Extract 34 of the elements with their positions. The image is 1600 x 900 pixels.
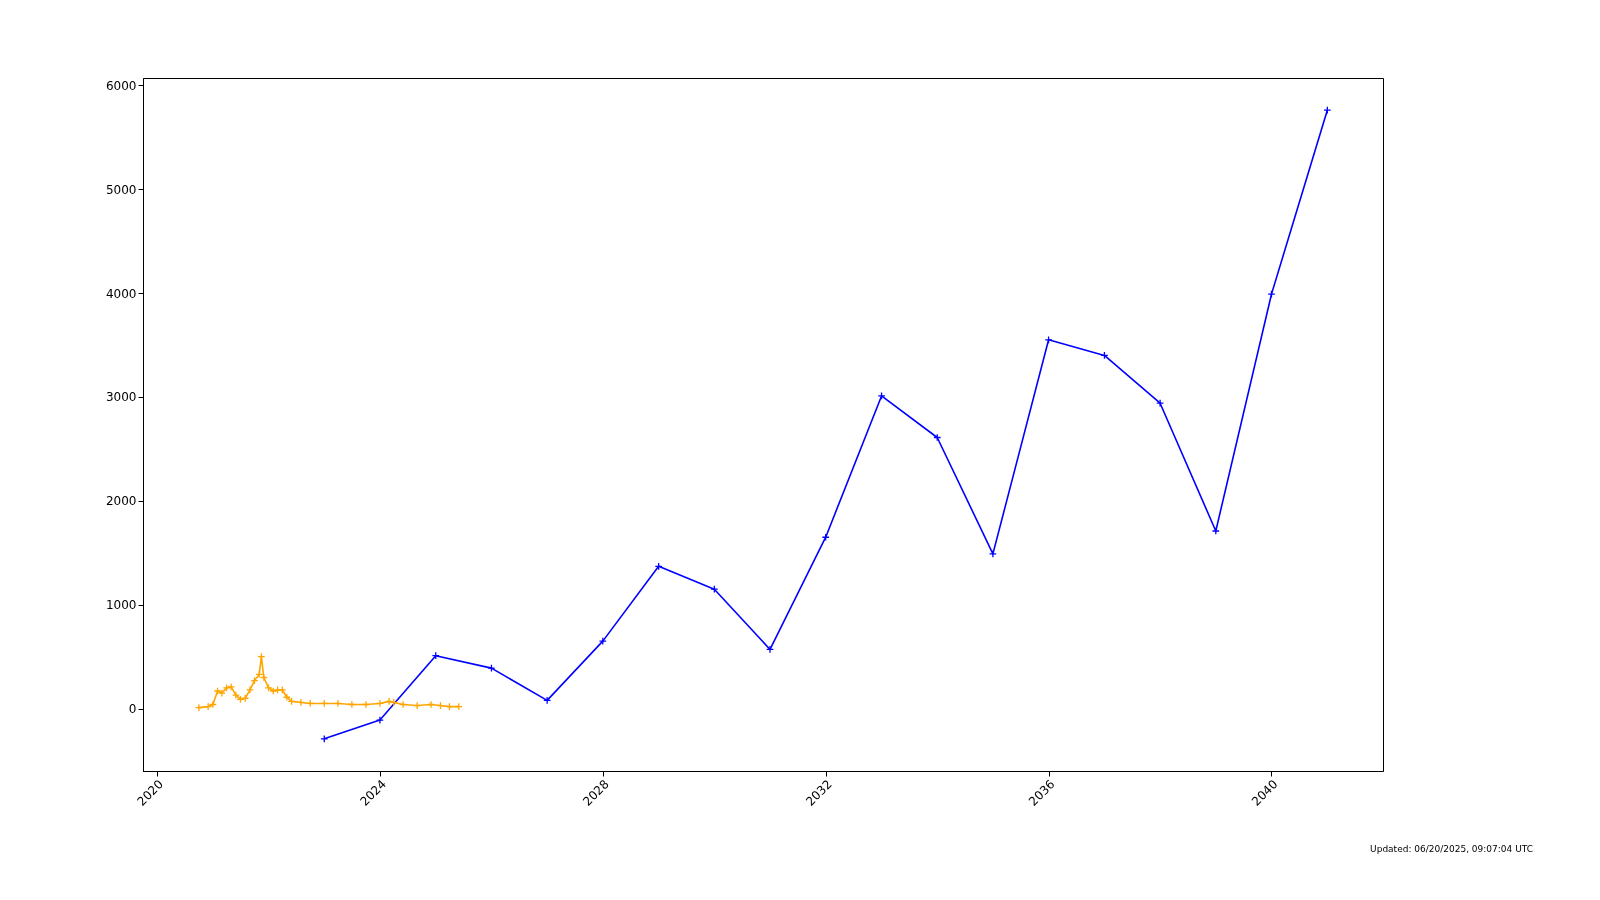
point: [598, 637, 607, 646]
point: [427, 700, 436, 709]
point: [278, 685, 287, 694]
point: [988, 549, 997, 558]
point: [245, 685, 254, 694]
point: [375, 716, 384, 725]
point: [1156, 399, 1165, 408]
point: [222, 683, 231, 692]
text: Updated: 06/20/2025, 09:07:04 UTC: [1370, 844, 1533, 854]
point: [361, 700, 370, 709]
y-tick-label: 4000: [105, 286, 137, 301]
point: [333, 699, 342, 708]
point: [413, 701, 422, 710]
point: [399, 700, 408, 709]
point: [296, 698, 305, 707]
y-tick-label: 6000: [105, 78, 137, 93]
point: [766, 645, 775, 654]
point: [1211, 526, 1220, 535]
point: [213, 686, 222, 695]
y-tick-label: 5000: [105, 182, 137, 197]
point: [204, 702, 213, 711]
point: [385, 697, 394, 706]
y-tick-label: 3000: [105, 390, 137, 405]
y-tick-label: 0: [128, 702, 137, 717]
y-tick-label: 2000: [105, 494, 137, 509]
point: [347, 700, 356, 709]
point: [1267, 290, 1276, 299]
y-tick-label: 1000: [105, 598, 137, 613]
point: [217, 689, 226, 698]
point: [487, 664, 496, 673]
point: [375, 699, 384, 708]
point: [208, 700, 217, 709]
point: [543, 696, 552, 705]
point: [877, 391, 886, 400]
